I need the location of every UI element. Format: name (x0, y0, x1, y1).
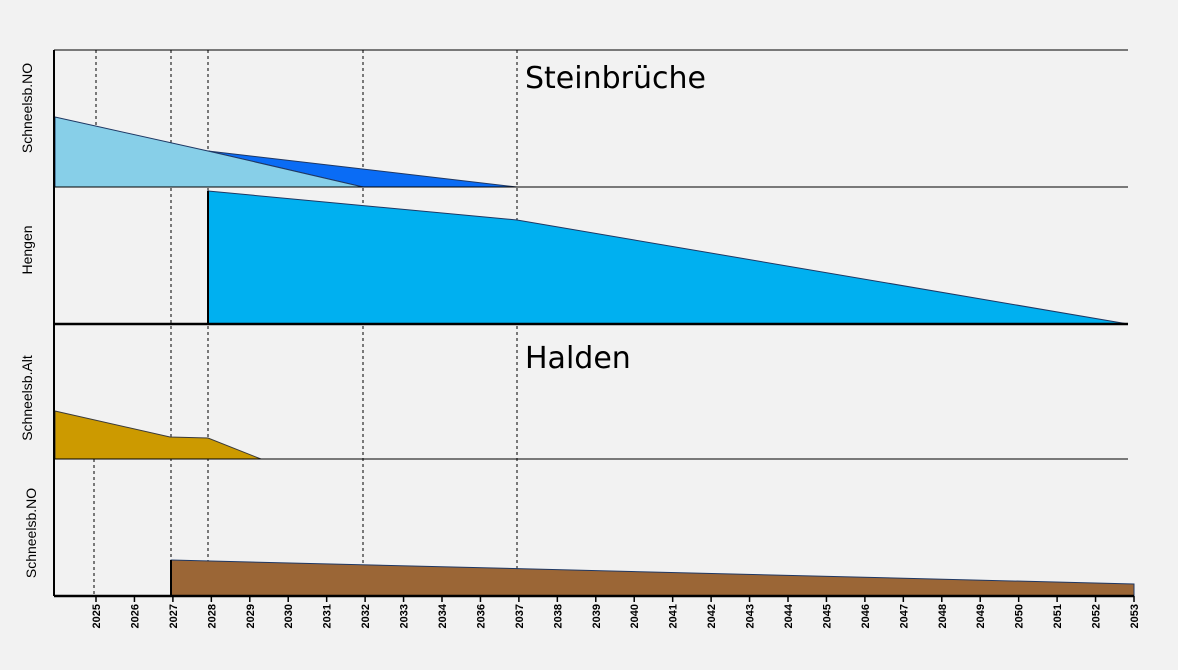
x-tick-label: 2047 (898, 604, 910, 628)
x-tick-label: 2048 (937, 604, 949, 628)
section-title-steinbrueche: Steinbrüche (525, 61, 706, 96)
x-tick-label: 2028 (206, 604, 218, 628)
row-label-halden-schneelsb-no: Schneelsb.NO (23, 488, 39, 578)
x-tick-label: 2051 (1052, 604, 1064, 628)
x-tick-label: 2036 (475, 604, 487, 628)
area-halden-schneelsb-no (170, 559, 1135, 597)
area-halden-schneelsb-alt (54, 410, 262, 460)
area-steinbrueche-hengen (207, 190, 1129, 325)
x-tick-label: 2042 (706, 604, 718, 628)
x-tick-label: 2043 (745, 604, 757, 628)
row-label-schneelsb-alt: Schneelsb.Alt (19, 355, 35, 441)
section-title-halden: Halden (525, 341, 631, 376)
x-tick-label: 2045 (821, 604, 833, 628)
x-tick-label: 2027 (168, 604, 180, 628)
x-tick-label: 2049 (975, 604, 987, 628)
x-tick-label: 2050 (1014, 604, 1026, 628)
x-tick-label: 2037 (514, 604, 526, 628)
x-tick-label: 2040 (629, 604, 641, 628)
row-label-steinbrueche-schneelsb-no: Schneelsb.NO (19, 63, 35, 153)
x-tick-label: 2044 (783, 603, 795, 628)
x-tick-label: 2033 (399, 604, 411, 628)
x-tick-label: 2032 (360, 604, 372, 628)
x-tick-label: 2046 (860, 604, 872, 628)
x-tick-label: 2030 (283, 604, 295, 628)
x-tick-label: 2052 (1091, 604, 1103, 628)
area-steinbrueche-schneelsb-no-light (54, 116, 364, 188)
row-separators (53, 49, 1134, 598)
x-tick-label: 2034 (437, 603, 449, 628)
x-tick-label: 2026 (129, 604, 141, 628)
x-tick-label: 2025 (91, 604, 103, 628)
x-tick-label: 2039 (591, 604, 603, 628)
x-tick-label: 2038 (552, 604, 564, 628)
row-label-hengen: Hengen (19, 225, 35, 274)
x-tick-label: 2031 (322, 604, 334, 628)
x-tick-label: 2053 (1129, 604, 1141, 628)
x-tick-label: 2041 (668, 604, 680, 628)
x-tick-label: 2029 (245, 604, 257, 628)
x-axis-ticks: 2025 2026 2027 2028 2029 2030 2031 2032 2033 2034… (91, 596, 1141, 628)
